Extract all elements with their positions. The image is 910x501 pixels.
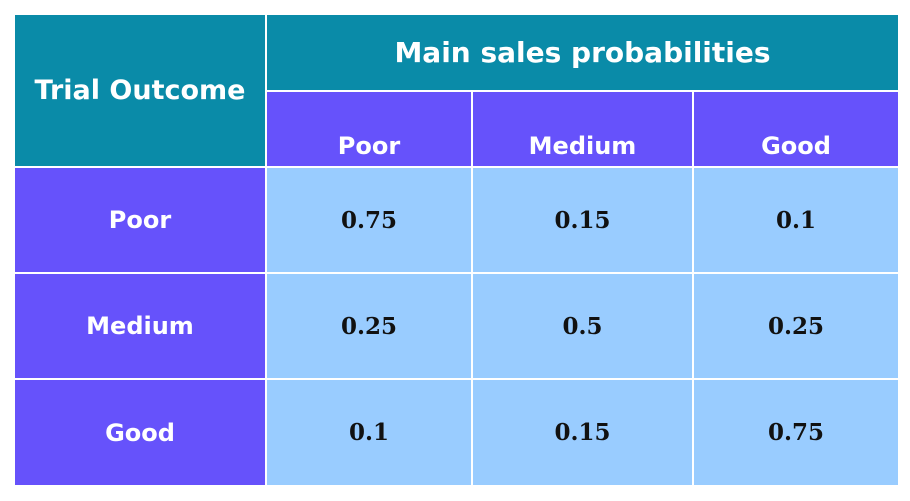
probability-cell: 0.5 — [473, 274, 692, 378]
probability-cell: 0.15 — [473, 168, 692, 272]
column-header: Good — [694, 92, 898, 166]
probability-cell: 0.25 — [694, 274, 898, 378]
column-header: Medium — [473, 92, 692, 166]
row-label: Medium — [15, 274, 265, 378]
row-label: Poor — [15, 168, 265, 272]
probability-cell: 0.75 — [694, 380, 898, 485]
probability-cell: 0.1 — [267, 380, 471, 485]
probability-cell: 0.1 — [694, 168, 898, 272]
probability-cell: 0.75 — [267, 168, 471, 272]
row-header: Trial Outcome — [15, 15, 265, 166]
probability-table: Trial Outcome Main sales probabilities P… — [15, 15, 898, 485]
row-label: Good — [15, 380, 265, 485]
column-header: Poor — [267, 92, 471, 166]
probability-cell: 0.15 — [473, 380, 692, 485]
group-header: Main sales probabilities — [267, 15, 898, 90]
probability-cell: 0.25 — [267, 274, 471, 378]
